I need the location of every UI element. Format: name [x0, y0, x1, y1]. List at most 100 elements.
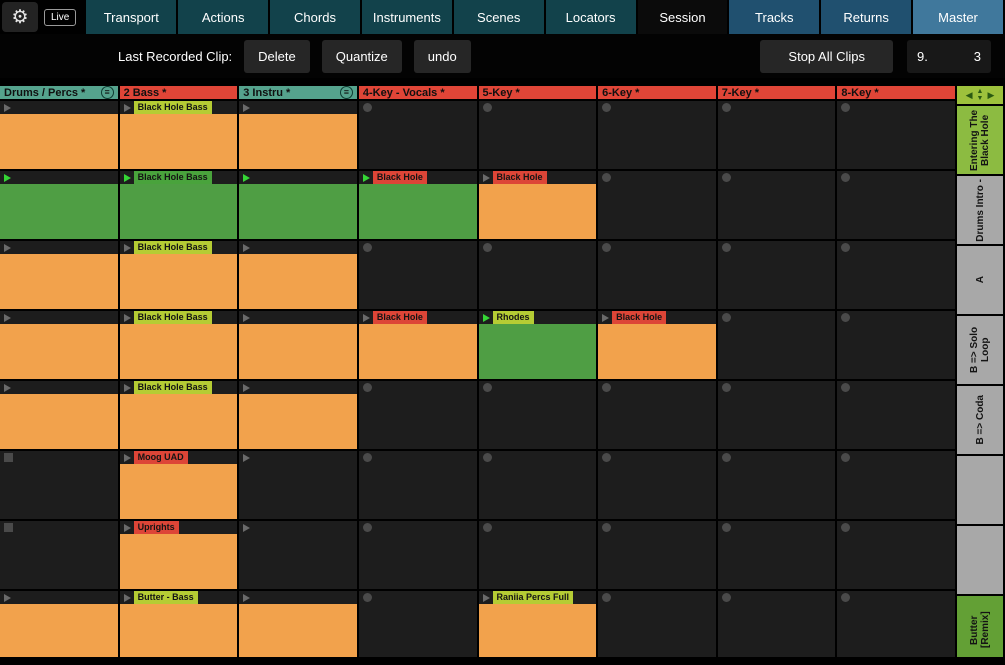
clip-body[interactable]	[0, 604, 118, 657]
empty-clip-slot[interactable]	[478, 451, 597, 519]
clip-slot[interactable]	[0, 101, 118, 169]
empty-slot-body[interactable]	[598, 254, 716, 309]
empty-clip-slot[interactable]	[358, 241, 477, 309]
empty-clip-slot[interactable]	[478, 241, 597, 309]
empty-slot-body[interactable]	[359, 464, 477, 519]
empty-clip-slot[interactable]	[837, 171, 955, 239]
play-triangle-icon[interactable]	[243, 453, 251, 462]
empty-slot-dot-icon[interactable]	[362, 243, 372, 252]
clip-slot[interactable]	[0, 381, 118, 449]
empty-clip-slot[interactable]	[717, 101, 836, 169]
tab-tracks[interactable]: Tracks	[729, 0, 822, 34]
empty-slot-body[interactable]	[718, 324, 836, 379]
empty-slot-dot-icon[interactable]	[841, 243, 851, 252]
clip-body[interactable]	[358, 324, 477, 379]
empty-slot-body[interactable]	[239, 464, 357, 519]
track-menu-icon[interactable]: ≡	[100, 86, 114, 99]
empty-slot-dot-icon[interactable]	[602, 383, 612, 392]
empty-slot-body[interactable]	[359, 114, 477, 169]
empty-slot-dot-icon[interactable]	[482, 243, 492, 252]
clip-body[interactable]	[0, 254, 118, 309]
empty-slot-body[interactable]	[837, 604, 955, 657]
empty-clip-slot[interactable]	[598, 521, 716, 589]
empty-clip-slot[interactable]	[478, 101, 597, 169]
empty-slot-dot-icon[interactable]	[362, 523, 372, 532]
empty-slot-dot-icon[interactable]	[482, 383, 492, 392]
scene-launch-a[interactable]: A	[957, 246, 1003, 314]
clip-slot[interactable]	[239, 101, 357, 169]
empty-slot-body[interactable]	[837, 464, 955, 519]
empty-slot-body[interactable]	[0, 534, 118, 589]
play-triangle-icon[interactable]	[4, 313, 11, 322]
empty-clip-slot[interactable]	[837, 591, 955, 657]
empty-slot-dot-icon[interactable]	[602, 593, 612, 602]
empty-clip-slot[interactable]	[358, 591, 477, 657]
empty-slot-dot-icon[interactable]	[602, 523, 612, 532]
empty-slot-dot-icon[interactable]	[841, 523, 851, 532]
play-triangle-icon[interactable]	[482, 173, 490, 182]
empty-clip-slot[interactable]	[0, 451, 118, 519]
empty-clip-slot[interactable]	[598, 591, 716, 657]
empty-clip-slot[interactable]	[598, 101, 716, 169]
scene-bank-left-icon[interactable]: ◀	[965, 89, 973, 100]
scene-launch-butter-remix[interactable]: Butter [Remix]	[957, 596, 1003, 657]
empty-slot-body[interactable]	[359, 534, 477, 589]
play-triangle-icon[interactable]	[123, 103, 131, 112]
empty-slot-dot-icon[interactable]	[362, 383, 372, 392]
track-header-5-key[interactable]: 5-Key *	[478, 86, 597, 99]
clip-body[interactable]	[239, 604, 357, 657]
tab-scenes[interactable]: Scenes	[453, 0, 546, 34]
empty-clip-slot[interactable]	[598, 171, 716, 239]
empty-clip-slot[interactable]	[837, 381, 955, 449]
clip-body[interactable]	[0, 394, 118, 449]
empty-slot-dot-icon[interactable]	[362, 593, 372, 602]
clip-slot[interactable]	[0, 591, 118, 657]
clip-body[interactable]	[0, 114, 118, 169]
empty-clip-slot[interactable]	[478, 381, 597, 449]
empty-clip-slot[interactable]	[239, 521, 357, 589]
clip-slot[interactable]	[239, 591, 357, 657]
empty-clip-slot[interactable]	[717, 591, 836, 657]
empty-clip-slot[interactable]	[358, 521, 477, 589]
clip-slot[interactable]: Black Hole Bass	[119, 241, 238, 309]
clip-slot[interactable]	[239, 241, 357, 309]
clip-slot[interactable]	[239, 381, 357, 449]
empty-slot-dot-icon[interactable]	[841, 383, 851, 392]
empty-clip-slot[interactable]	[598, 241, 716, 309]
empty-slot-body[interactable]	[359, 254, 477, 309]
play-triangle-icon[interactable]	[243, 173, 251, 182]
clip-body[interactable]	[0, 184, 118, 239]
empty-slot-body[interactable]	[598, 604, 716, 657]
scene-launch-entering-the-black-hole[interactable]: Entering The Black Hole	[957, 106, 1003, 174]
empty-slot-dot-icon[interactable]	[721, 523, 731, 532]
empty-clip-slot[interactable]	[717, 171, 836, 239]
play-triangle-icon[interactable]	[4, 103, 11, 112]
play-triangle-icon[interactable]	[123, 593, 131, 602]
clip-body[interactable]	[239, 394, 357, 449]
empty-slot-body[interactable]	[837, 534, 955, 589]
empty-clip-slot[interactable]	[837, 311, 955, 379]
empty-slot-dot-icon[interactable]	[841, 313, 851, 322]
play-triangle-icon[interactable]	[243, 243, 251, 252]
stop-square-icon[interactable]	[4, 453, 13, 462]
empty-slot-body[interactable]	[479, 114, 597, 169]
clip-body[interactable]	[0, 324, 118, 379]
empty-clip-slot[interactable]	[598, 451, 716, 519]
play-triangle-icon[interactable]	[123, 243, 131, 252]
empty-slot-dot-icon[interactable]	[602, 173, 612, 182]
play-triangle-icon[interactable]	[123, 173, 131, 182]
empty-slot-dot-icon[interactable]	[841, 453, 851, 462]
empty-slot-body[interactable]	[598, 534, 716, 589]
clip-slot[interactable]: Black Hole	[598, 311, 716, 379]
track-header-8-key[interactable]: 8-Key *	[837, 86, 955, 99]
track-header-2-bass[interactable]: 2 Bass *	[119, 86, 238, 99]
empty-slot-body[interactable]	[359, 394, 477, 449]
empty-clip-slot[interactable]	[717, 451, 836, 519]
empty-slot-body[interactable]	[718, 534, 836, 589]
play-triangle-icon[interactable]	[243, 383, 251, 392]
empty-slot-body[interactable]	[479, 254, 597, 309]
empty-slot-body[interactable]	[598, 114, 716, 169]
clip-body[interactable]	[239, 254, 357, 309]
clip-body[interactable]	[119, 394, 238, 449]
clip-slot[interactable]	[0, 241, 118, 309]
